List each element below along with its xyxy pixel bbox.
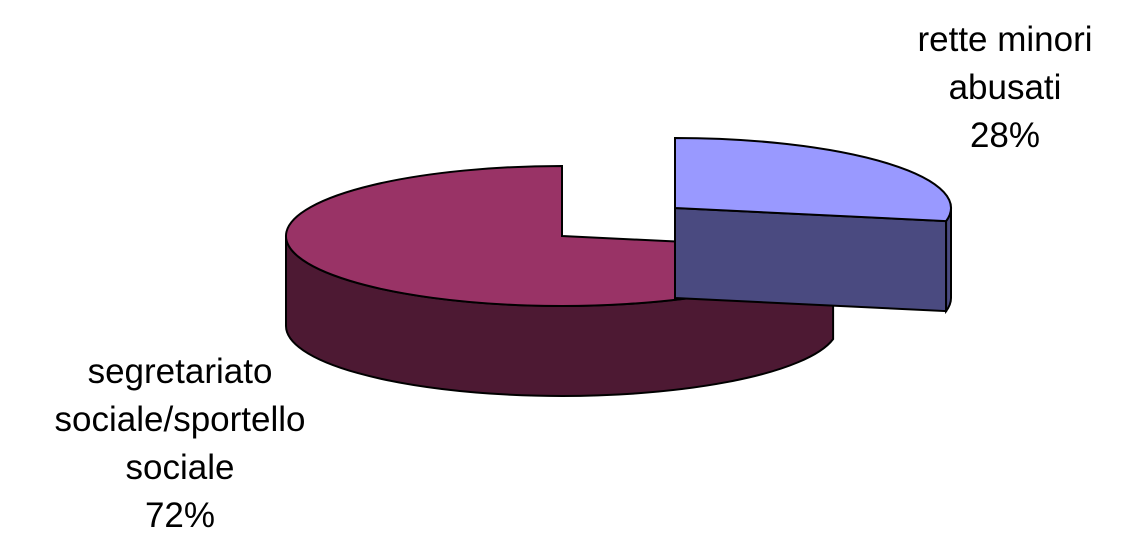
pie-slice-rette-group xyxy=(674,136,952,315)
slice-label-segretariato: segretariato sociale/sportello sociale 7… xyxy=(0,348,360,540)
pie-slice-rette-side xyxy=(945,207,952,315)
slice-label-segretariato-line-1: segretariato xyxy=(87,352,273,391)
slice-label-segretariato-percent: 72% xyxy=(144,496,216,535)
slice-label-segretariato-line-2: sociale/sportello xyxy=(54,400,306,439)
pie-slice-rette xyxy=(674,136,952,223)
slice-label-segretariato-line-3: sociale xyxy=(125,448,235,487)
slice-label-rette-percent: 28% xyxy=(969,116,1041,155)
slice-label-rette-line-1: rette minori xyxy=(917,20,1093,59)
slice-label-rette: rette minori abusati 28% xyxy=(880,16,1130,160)
slice-label-rette-line-2: abusati xyxy=(948,68,1062,107)
pie-slice-rette-side-cut xyxy=(674,206,948,313)
